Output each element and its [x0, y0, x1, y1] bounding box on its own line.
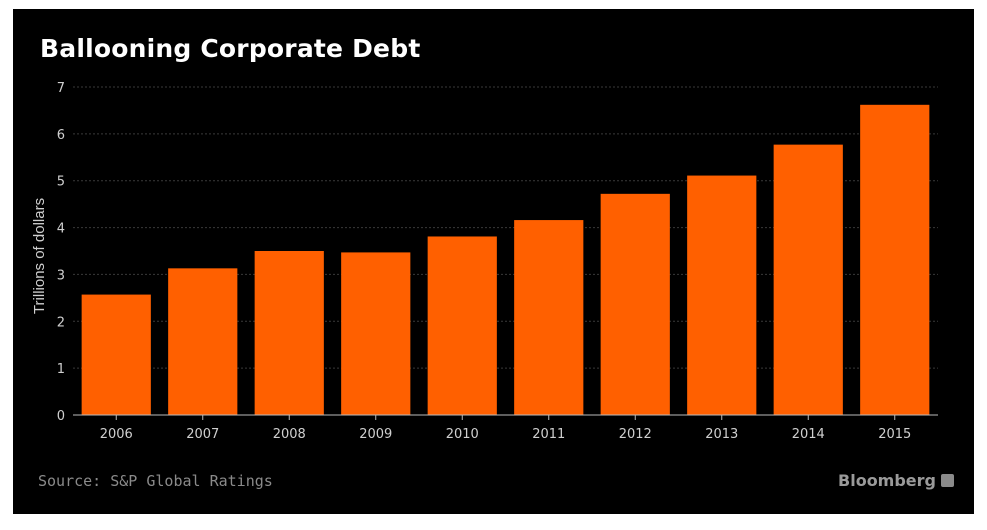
brand-name: Bloomberg	[838, 471, 936, 490]
y-tick-label: 5	[57, 175, 65, 190]
x-tick-label: 2009	[359, 427, 392, 442]
y-tick-label: 7	[57, 81, 65, 96]
bar-chart: 0 1 2 3 4 5 6 7 2006 2007 2008 2009 2010 2011 2012 201…	[31, 81, 938, 442]
y-tick-label: 1	[57, 362, 65, 377]
source-note: Source: S&P Global Ratings	[38, 472, 273, 490]
y-axis-title: Trillions of dollars	[31, 198, 48, 314]
bar-2010	[427, 236, 497, 415]
bar-2011	[514, 220, 584, 415]
bar-2009	[341, 252, 411, 415]
y-tick-label: 4	[57, 222, 65, 237]
bar-2015	[860, 104, 930, 415]
x-tick-label: 2015	[878, 427, 911, 442]
bars	[81, 104, 930, 416]
x-tick-label: 2012	[619, 427, 652, 442]
x-tick-label: 2007	[186, 427, 219, 442]
bar-2008	[254, 251, 324, 415]
brand-logo: Bloomberg	[838, 471, 954, 490]
x-tick-label: 2006	[100, 427, 133, 442]
x-tick-label: 2014	[792, 427, 825, 442]
bar-2012	[600, 193, 670, 415]
y-tick-label: 2	[57, 315, 65, 330]
bar-2006	[81, 294, 151, 415]
x-tick-label: 2011	[532, 427, 565, 442]
y-tick-label: 0	[57, 409, 65, 424]
y-tick-label: 6	[57, 128, 65, 143]
bar-2007	[168, 268, 238, 415]
y-axis-ticks: 0 1 2 3 4 5 6 7	[57, 81, 65, 424]
y-tick-label: 3	[57, 268, 65, 283]
chart-title: Ballooning Corporate Debt	[40, 34, 421, 63]
brand-mark-icon	[941, 474, 954, 487]
x-tick-label: 2008	[273, 427, 306, 442]
bar-2013	[687, 175, 757, 415]
bar-2014	[773, 144, 843, 416]
x-axis-ticks: 2006 2007 2008 2009 2010 2011 2012 2013 2014 2015	[100, 415, 911, 442]
x-tick-label: 2013	[705, 427, 738, 442]
x-tick-label: 2010	[446, 427, 479, 442]
